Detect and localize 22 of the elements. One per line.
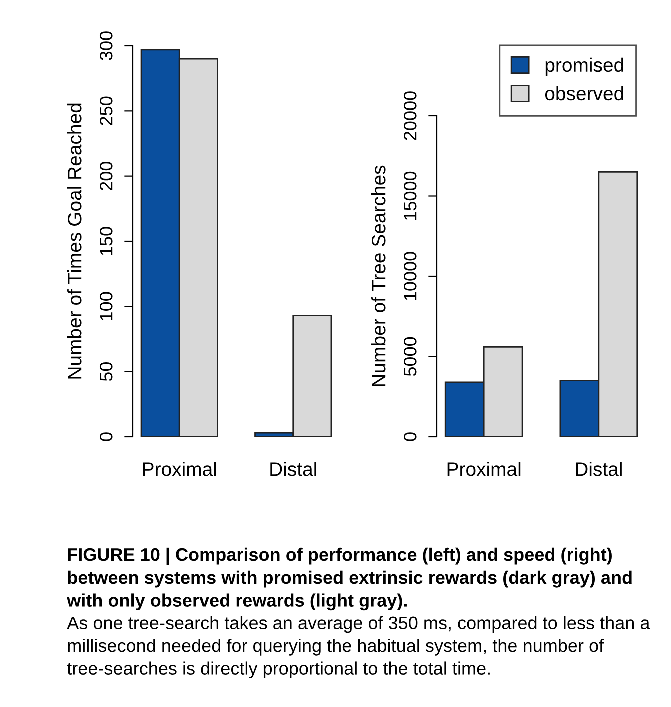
text: As one tree-search takes an average of 350 ms, compared to less than a millisecond needed for querying the habitual system, the number of tree-searches is directly proportional to the total time.	[67, 616, 650, 679]
legend-label: observed	[545, 86, 624, 101]
caption: FIGURE 10 | Comparison of performance (left) and speed (right) between systems with promised extrinsic rewards (dark gray) and with only observed rewards (light gray).	[67, 548, 632, 611]
x-tick-label: Proximal	[143, 462, 216, 476]
y-tick-label: 5000	[404, 337, 417, 376]
y-tick-label: 0	[404, 432, 417, 442]
legend-label: promised	[546, 58, 624, 76]
y-tick-label: 300	[100, 32, 113, 60]
y-tick-label: 200	[100, 162, 113, 190]
y-tick-label: 50	[100, 362, 113, 382]
x-tick-label: Distal	[576, 462, 622, 476]
y-tick-label: 15000	[404, 172, 417, 220]
x-tick-label: Proximal	[448, 462, 521, 476]
y-tick-label: 250	[100, 96, 113, 126]
y-tick-label: 100	[100, 292, 113, 320]
x-tick-label: Distal	[270, 462, 316, 476]
y-tick-label: 20000	[404, 92, 417, 140]
y-axis-title: Number of Times Goal Reached	[67, 104, 82, 379]
y-tick-label: 150	[100, 227, 113, 256]
y-tick-label: 10000	[404, 252, 417, 300]
y-tick-label: 0	[100, 432, 113, 442]
y-axis-title: Number of Tree Searches	[371, 166, 386, 386]
